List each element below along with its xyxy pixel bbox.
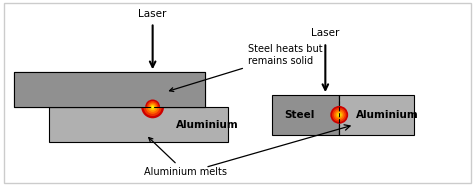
Wedge shape xyxy=(150,104,156,107)
Wedge shape xyxy=(151,107,154,108)
Text: Steel: Steel xyxy=(285,110,315,120)
Text: Aluminium: Aluminium xyxy=(355,110,418,120)
Wedge shape xyxy=(145,100,160,107)
Circle shape xyxy=(338,114,341,116)
Bar xyxy=(49,107,228,142)
Text: Steel: Steel xyxy=(24,85,55,95)
Circle shape xyxy=(330,106,348,124)
Text: Aluminium: Aluminium xyxy=(175,120,238,130)
Circle shape xyxy=(332,108,346,122)
Wedge shape xyxy=(141,107,164,118)
Text: Aluminium melts: Aluminium melts xyxy=(144,138,227,177)
Wedge shape xyxy=(150,104,156,107)
Wedge shape xyxy=(146,107,160,114)
Wedge shape xyxy=(152,106,154,107)
Wedge shape xyxy=(148,102,157,107)
Text: Steel heats but
remains solid: Steel heats but remains solid xyxy=(170,44,323,92)
Wedge shape xyxy=(147,101,159,107)
Text: Laser: Laser xyxy=(311,28,340,39)
Circle shape xyxy=(335,111,343,119)
Circle shape xyxy=(337,113,342,117)
Wedge shape xyxy=(147,101,159,107)
Wedge shape xyxy=(143,107,162,116)
Wedge shape xyxy=(150,107,156,110)
Bar xyxy=(14,72,205,107)
Bar xyxy=(339,95,414,135)
Bar xyxy=(272,95,339,135)
Bar xyxy=(14,72,205,107)
Wedge shape xyxy=(145,100,160,107)
Circle shape xyxy=(334,109,345,120)
Wedge shape xyxy=(148,107,158,112)
Wedge shape xyxy=(151,105,155,107)
Wedge shape xyxy=(148,102,157,107)
Wedge shape xyxy=(151,105,155,107)
Wedge shape xyxy=(152,106,154,107)
Text: Laser: Laser xyxy=(138,9,167,19)
